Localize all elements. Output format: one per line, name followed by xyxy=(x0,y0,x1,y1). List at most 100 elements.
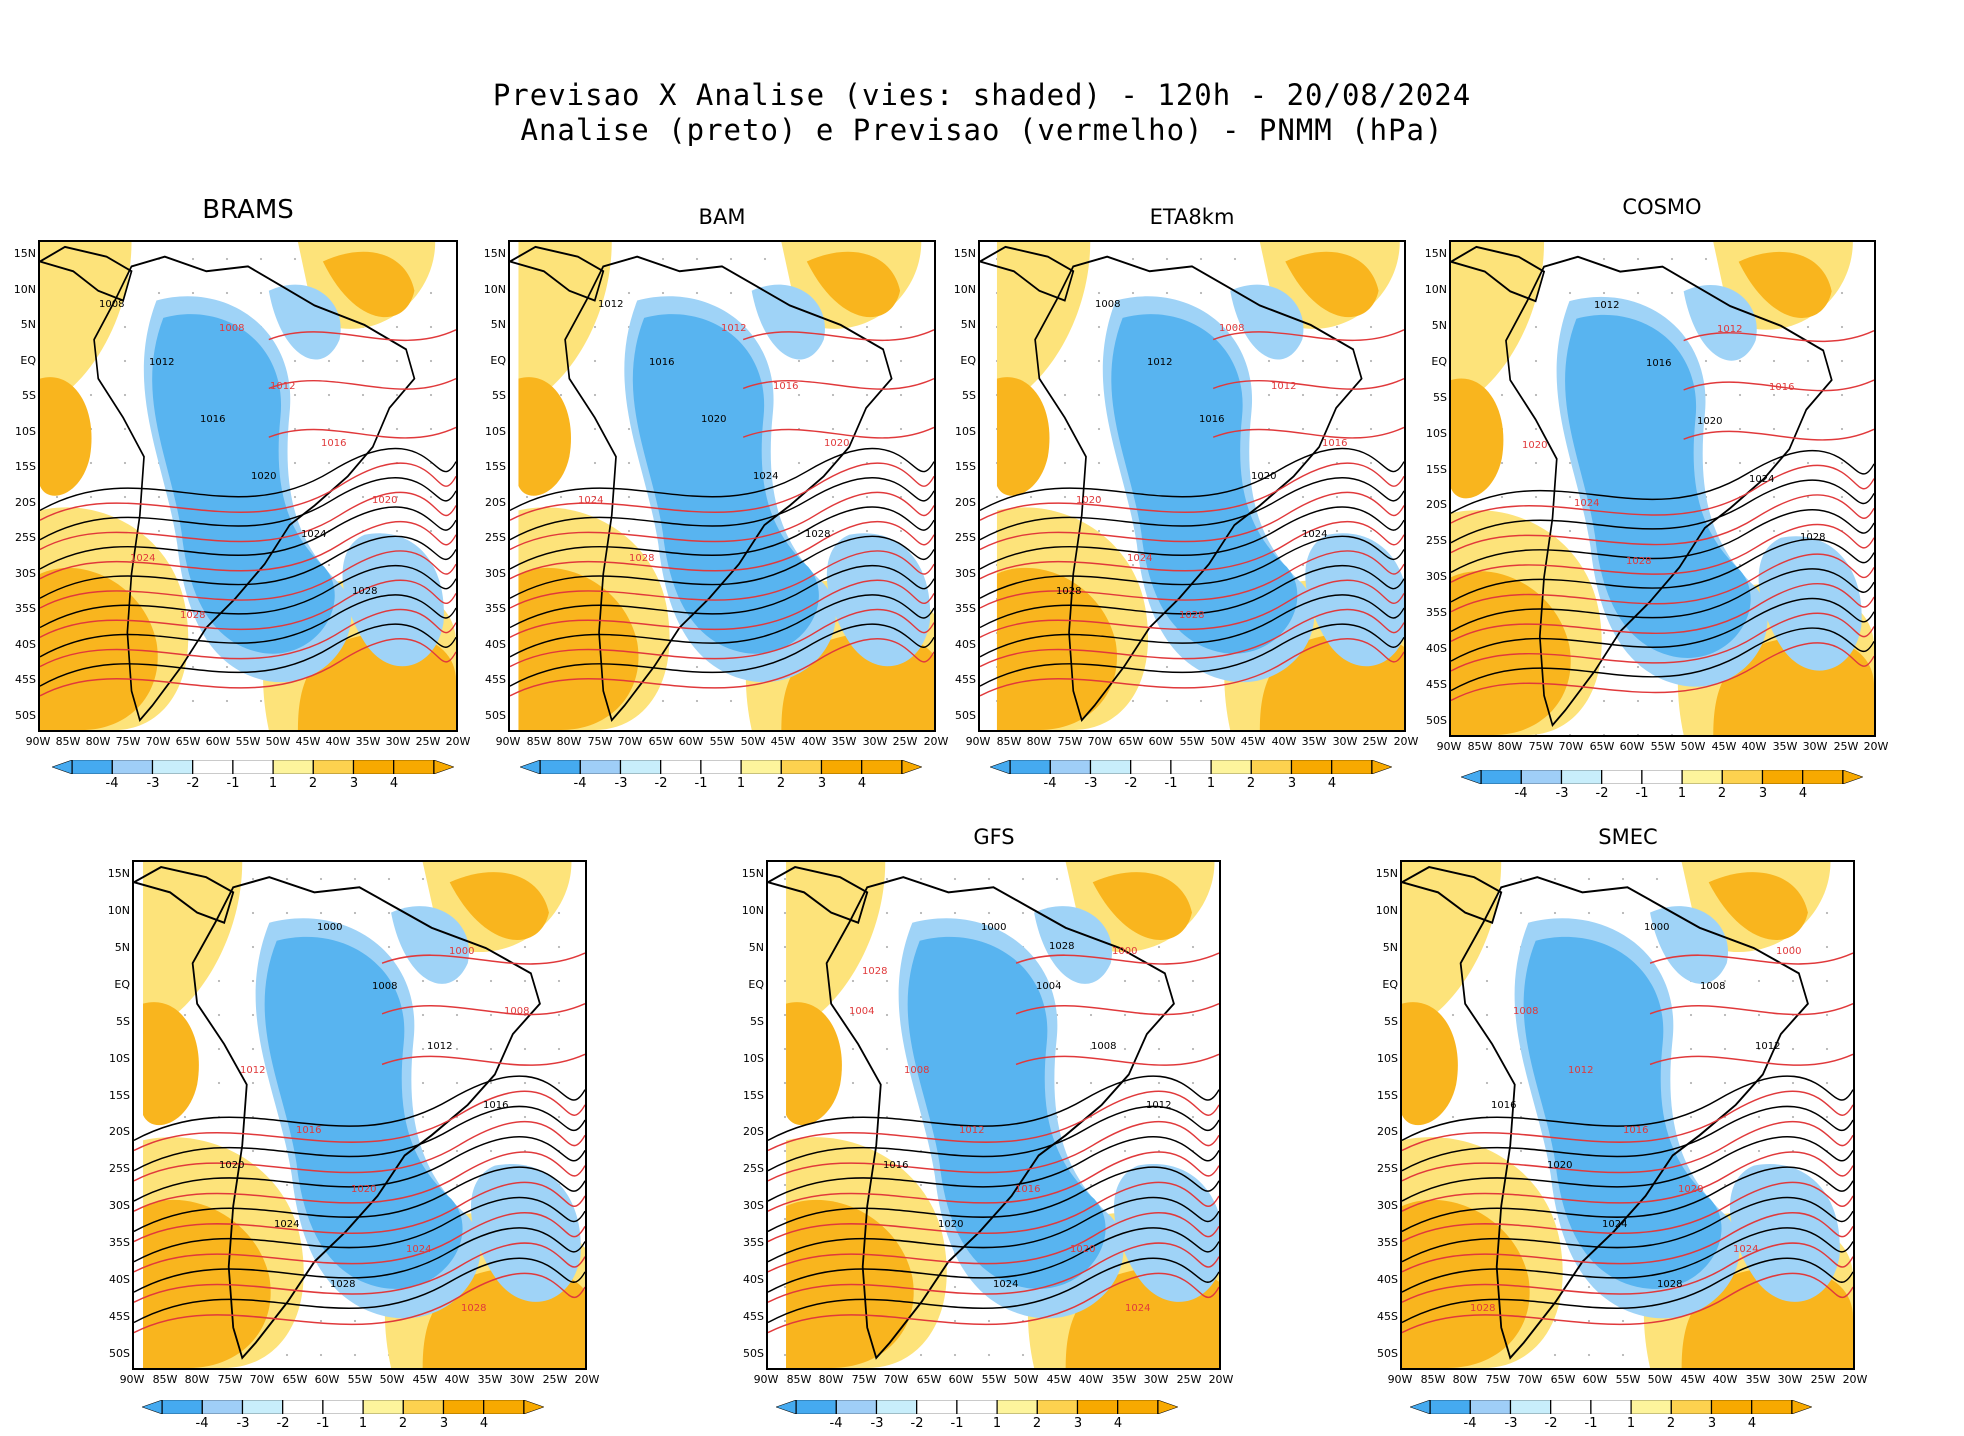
contour-label: 1024 xyxy=(1574,498,1600,509)
colorbar-label: 1 xyxy=(1626,1416,1636,1431)
contour-label: 1016 xyxy=(1769,382,1795,393)
lon-tick-label: 30W xyxy=(1777,1373,1803,1386)
coastline xyxy=(1505,255,1833,727)
lat-tick-label: 15N xyxy=(1375,867,1398,880)
forecast-isobar xyxy=(268,377,456,390)
analysis-isobar xyxy=(510,623,934,687)
bias-field xyxy=(40,242,456,730)
forecast-isobar xyxy=(40,579,456,638)
analysis-isobar xyxy=(980,477,1404,541)
lon-tick-label: 55W xyxy=(235,735,261,748)
contour-label: 1016 xyxy=(649,357,675,368)
analysis-isobar xyxy=(510,535,934,599)
map-panel-smec: 1000 1000 1008 1008 1012 1012 1016 1016 1020 1020… xyxy=(1400,860,1855,1370)
positive-bias-area-light xyxy=(143,862,243,1035)
lat-tick-label: EQ xyxy=(1382,978,1398,991)
colorbar-segment xyxy=(1590,1400,1632,1414)
colorbar-segment xyxy=(740,760,782,774)
analysis-isobar xyxy=(134,1105,585,1172)
lon-tick-label: 35W xyxy=(1111,1373,1137,1386)
colorbar-segment xyxy=(1130,760,1172,774)
lon-tick-label: 90W xyxy=(119,1373,145,1386)
positive-bias-area xyxy=(786,1002,842,1126)
forecast-isobar xyxy=(134,1090,585,1152)
contour-label: 1020 xyxy=(372,495,398,506)
coastline xyxy=(191,876,541,1360)
contour-label: 1020 xyxy=(1547,1160,1573,1171)
contour-label: 1024 xyxy=(1749,474,1775,485)
lat-tick-label: 5S xyxy=(116,1015,130,1028)
forecast-isobar xyxy=(134,1181,585,1243)
lat-tick-label: 15S xyxy=(485,460,506,473)
lat-tick-label: 5S xyxy=(22,389,36,402)
analysis-isobar xyxy=(1402,1257,1853,1324)
contour-label: 1020 xyxy=(351,1184,377,1195)
colorbar-label: -1 xyxy=(1584,1416,1598,1431)
colorbar-segment xyxy=(161,1400,203,1414)
bias-field xyxy=(1402,862,1853,1368)
forecast-isobar xyxy=(1683,428,1874,441)
negative-bias-area-light xyxy=(342,533,444,667)
positive-bias-area-light xyxy=(1451,242,1545,410)
lat-tick-label: 15N xyxy=(13,247,36,260)
lon-tick-label: 75W xyxy=(217,1373,243,1386)
lon-tick-label: 90W xyxy=(495,735,521,748)
colorbar-segment xyxy=(1721,770,1764,784)
lon-tick-label: 60W xyxy=(1148,735,1174,748)
lat-tick-label: 45S xyxy=(1426,678,1447,691)
lat-tick-label: 15S xyxy=(1426,463,1447,476)
colorbar-label: 3 xyxy=(1707,1416,1717,1431)
analysis-isobar xyxy=(768,1227,1219,1293)
lon-tick-label: 65W xyxy=(916,1373,942,1386)
analysis-isobar xyxy=(980,506,1404,570)
lat-tick-label: 10S xyxy=(15,425,36,438)
coastline-central-america xyxy=(1451,245,1546,303)
lat-tick-label: 50S xyxy=(1426,714,1447,727)
contour-label: 1016 xyxy=(321,438,347,449)
contour-label: 1000 xyxy=(449,946,475,957)
forecast-isobar xyxy=(381,952,585,965)
forecast-isobar xyxy=(1402,1272,1853,1334)
contour-label: 1000 xyxy=(1112,946,1138,957)
lon-tick-label: 90W xyxy=(1436,740,1462,753)
lon-tick-label: 50W xyxy=(379,1373,405,1386)
lat-tick-label: 25S xyxy=(485,531,506,544)
lon-tick-label: 45W xyxy=(1046,1373,1072,1386)
lat-tick-label: 30S xyxy=(1426,570,1447,583)
lat-tick-label: 25S xyxy=(109,1162,130,1175)
forecast-isobar xyxy=(768,1242,1219,1303)
contour-label: 1020 xyxy=(1070,1244,1096,1255)
colorbar-extend-high xyxy=(1842,770,1863,784)
colorbar-extend-high xyxy=(1157,1400,1178,1414)
positive-bias-area xyxy=(143,1002,199,1126)
map-panel-brams: 1008 1008 1012 1012 1016 1016 1020 1020 1024 1024… xyxy=(38,240,458,732)
contour-label: 1024 xyxy=(406,1244,432,1255)
lon-tick-label: 65W xyxy=(1118,735,1144,748)
colorbar-label: -2 xyxy=(1544,1416,1558,1431)
lon-tick-label: 30W xyxy=(1143,1373,1169,1386)
lon-tick-label: 80W xyxy=(85,735,111,748)
lat-tick-label: 45S xyxy=(15,673,36,686)
contour-label: 1008 xyxy=(1219,323,1245,334)
lon-tick-label: 45W xyxy=(1240,735,1266,748)
contour-label: 1008 xyxy=(1700,981,1726,992)
forecast-isobar xyxy=(510,491,934,551)
lat-tick-label: 15N xyxy=(1424,247,1447,260)
positive-bias-area xyxy=(806,251,901,318)
colorbar-label: 4 xyxy=(1798,786,1808,801)
panel-title-eta8km: ETA8km xyxy=(1149,205,1235,229)
colorbar-label: 2 xyxy=(1246,776,1256,791)
lat-tick-label: 50S xyxy=(15,709,36,722)
colorbar-label: -2 xyxy=(186,776,200,791)
lon-tick-label: 25W xyxy=(1176,1373,1202,1386)
lat-tick-label: 35S xyxy=(109,1236,130,1249)
colorbar-segment xyxy=(956,1400,998,1414)
lat-tick-label: 15N xyxy=(483,247,506,260)
contour-label: 1016 xyxy=(773,381,799,392)
lat-tick-label: 20S xyxy=(743,1125,764,1138)
lat-tick-label: 15S xyxy=(743,1089,764,1102)
lon-tick-label: 40W xyxy=(1741,740,1767,753)
colorbar-label: 4 xyxy=(1327,776,1337,791)
contour-label: 1016 xyxy=(483,1100,509,1111)
colorbar-segment xyxy=(151,760,194,774)
